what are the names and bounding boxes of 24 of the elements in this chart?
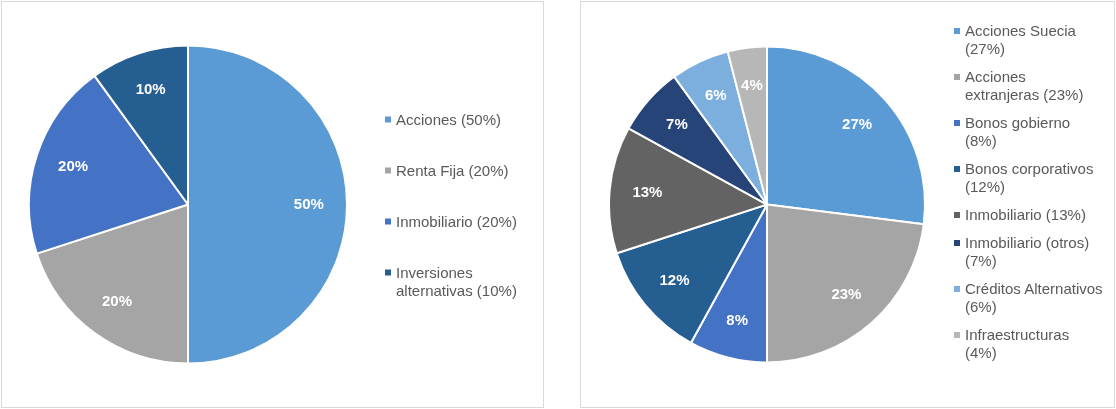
data-label: 13% <box>632 183 663 201</box>
data-label: 4% <box>741 75 763 93</box>
legend-label: Créditos Alternativos (6%) <box>965 280 1104 316</box>
legend-label: Acciones Suecia (27%) <box>965 22 1077 58</box>
data-label: 10% <box>135 79 166 97</box>
legend-label: Renta Fija (20%) <box>396 161 509 179</box>
data-label: 50% <box>293 194 324 212</box>
legend-label: Inmobiliario (otros) (7%) <box>965 234 1091 270</box>
data-label: 23% <box>831 284 862 302</box>
data-label: 6% <box>705 85 727 103</box>
data-label: 27% <box>842 115 873 133</box>
legend-label: Bonos corporativos (12%) <box>965 160 1095 196</box>
legend-label: Inmobiliario (13%) <box>965 206 1086 224</box>
legend-label: Inversiones alternativas (10%) <box>396 263 518 299</box>
data-label: 20% <box>101 292 132 310</box>
legend-label: Inmobiliario (20%) <box>396 212 517 230</box>
legend-label: Acciones (50%) <box>396 110 502 128</box>
legend-label: Acciones extranjeras (23%) <box>965 68 1085 104</box>
legend-label: Bonos gobierno (8%) <box>965 114 1072 150</box>
data-label: 7% <box>666 115 688 133</box>
data-label: 12% <box>659 271 690 289</box>
legend-label: Infraestructuras (4%) <box>965 326 1071 362</box>
data-label: 8% <box>726 310 748 328</box>
data-label: 20% <box>58 157 89 175</box>
